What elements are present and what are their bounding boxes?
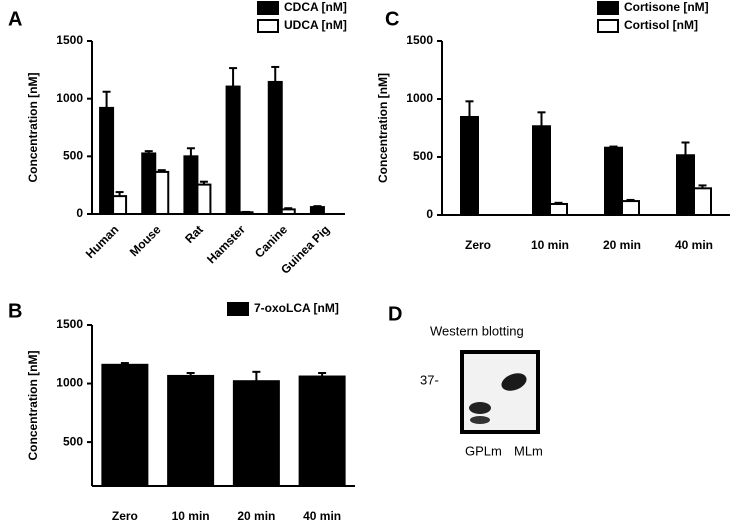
bar xyxy=(232,380,280,488)
x-tick-label: Canine xyxy=(252,222,290,260)
chart: C Concentration [nM] 0 500 1000 1500 Zero 10 mi… xyxy=(376,0,730,252)
x-tick-label: Mouse xyxy=(127,222,164,259)
bar xyxy=(141,152,157,215)
x-tick-label: Zero xyxy=(465,238,491,252)
legend-swatch xyxy=(227,302,249,316)
y-tick-label: 1000 xyxy=(406,91,433,105)
bar xyxy=(549,202,568,216)
bar xyxy=(280,208,296,216)
x-tick-label: 20 min xyxy=(237,509,275,522)
bar xyxy=(225,85,241,215)
legend-swatch xyxy=(257,19,279,33)
legend-label: 7-oxoLCA [nM] xyxy=(254,301,339,315)
bar xyxy=(621,200,640,217)
band xyxy=(469,402,491,414)
legend-label: CDCA [nM] xyxy=(284,0,347,14)
chart: A Concentration [nM] 0 500 1000 1500 Human Mous… xyxy=(8,0,347,277)
panel-label: A xyxy=(8,8,22,30)
bar xyxy=(267,80,283,216)
y-tick-label: 1000 xyxy=(56,376,83,390)
bar xyxy=(183,155,199,215)
lane-label: GPLm xyxy=(465,443,502,458)
y-tick-label: 1000 xyxy=(56,91,83,105)
legend-label: Cortisol [nM] xyxy=(624,18,698,32)
y-tick-label: 0 xyxy=(426,207,433,221)
bar xyxy=(154,170,170,216)
x-tick-label: Human xyxy=(83,222,122,261)
bar xyxy=(676,154,695,216)
panel-label: C xyxy=(385,8,399,30)
x-tick-label: 40 min xyxy=(303,509,341,522)
size-marker: 37- xyxy=(420,372,439,387)
legend-swatch xyxy=(257,1,279,15)
x-tick-label: 40 min xyxy=(675,238,713,252)
y-axis-label: Concentration [nM] xyxy=(376,73,390,183)
y-tick-label: 0 xyxy=(76,206,83,220)
bar xyxy=(460,115,479,216)
x-tick-label: Rat xyxy=(182,222,206,246)
y-tick-label: 1500 xyxy=(406,33,433,47)
legend-label: UDCA [nM] xyxy=(284,18,347,32)
bar xyxy=(604,146,623,216)
panel-label: B xyxy=(8,300,22,322)
x-tick-label: 10 min xyxy=(531,238,569,252)
x-tick-label: Hamster xyxy=(204,222,248,266)
y-tick-label: 500 xyxy=(63,149,83,163)
x-tick-label: Zero xyxy=(112,509,138,522)
band xyxy=(501,373,527,391)
legend-swatch xyxy=(597,1,619,15)
legend-swatch xyxy=(597,19,619,33)
band xyxy=(470,416,490,424)
bar xyxy=(112,195,128,216)
bar xyxy=(298,375,346,487)
x-tick-label: 20 min xyxy=(603,238,641,252)
bar xyxy=(693,187,712,217)
y-tick-label: 1500 xyxy=(56,317,83,331)
legend-label: Cortisone [nM] xyxy=(624,0,709,14)
y-tick-label: 1500 xyxy=(56,33,83,47)
y-axis-label: Concentration [nM] xyxy=(26,351,40,461)
panel-label: D xyxy=(388,303,402,325)
y-axis-label: Concentration [nM] xyxy=(26,73,40,183)
chart: B Concentration [nM] 500 1000 1500 Zero 10 min… xyxy=(8,300,355,522)
x-tick-label: 10 min xyxy=(172,509,210,522)
y-tick-label: 500 xyxy=(413,149,433,163)
blot-title: Western blotting xyxy=(430,323,524,338)
bar xyxy=(196,183,212,215)
bar xyxy=(99,106,115,215)
lane-label: MLm xyxy=(514,443,543,458)
y-tick-label: 500 xyxy=(63,434,83,448)
bar xyxy=(167,374,215,487)
western-blot: D Western blotting 37- GPLm MLm xyxy=(388,303,543,458)
bar xyxy=(309,206,325,216)
bar xyxy=(101,363,149,488)
bar xyxy=(532,125,551,216)
